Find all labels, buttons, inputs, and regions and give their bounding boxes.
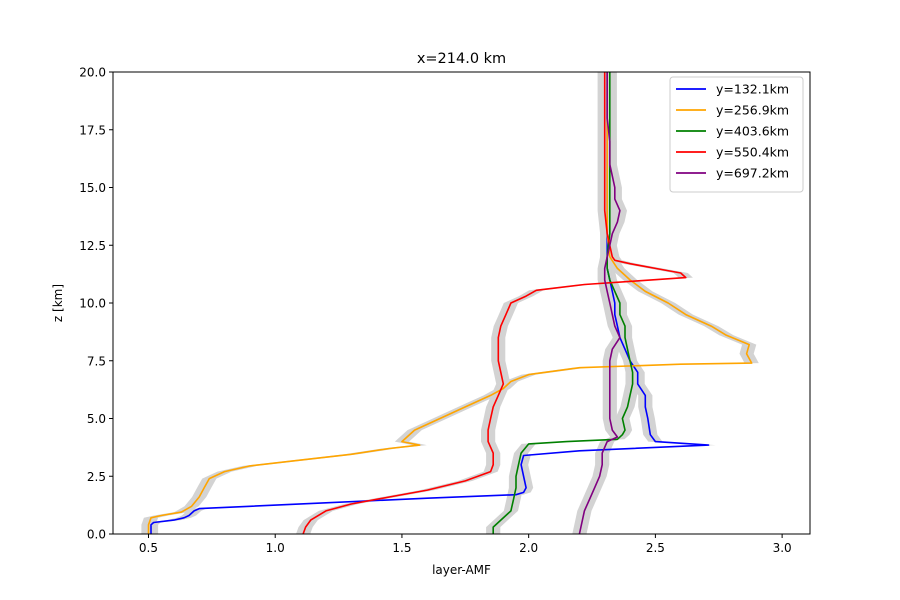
uncertainty-band-2 xyxy=(141,72,759,534)
uncertainty-band-5 xyxy=(572,72,627,534)
y-tick-label: 12.5 xyxy=(79,239,106,253)
y-tick-label: 15.0 xyxy=(79,181,106,195)
legend-label: y=256.9km xyxy=(716,103,789,118)
series-line-4 xyxy=(302,72,687,535)
series-lines xyxy=(147,72,753,535)
legend-box xyxy=(669,76,804,193)
y-axis-label: z [km] xyxy=(51,284,65,322)
legend-label: y=550.4km xyxy=(716,145,789,160)
y-tick-label: 0.0 xyxy=(87,528,106,542)
y-tick-label: 17.5 xyxy=(79,123,106,137)
y-axis-ticks: 0.0 2.5 5.0 7.5 10.0 12.5 15.0 17.5 20.0 xyxy=(79,66,113,542)
uncertainty-band-4 xyxy=(296,72,693,534)
x-tick-label: 3.0 xyxy=(773,541,792,555)
legend-label: y=403.6km xyxy=(716,124,789,139)
legend-label: y=132.1km xyxy=(716,82,789,97)
x-tick-label: 0.5 xyxy=(139,541,158,555)
uncertainty-band-1 xyxy=(143,72,716,534)
y-tick-label: 20.0 xyxy=(79,66,106,80)
series-line-3 xyxy=(492,72,634,534)
series-line-5 xyxy=(578,72,621,535)
x-tick-label: 2.5 xyxy=(646,541,665,555)
x-tick-label: 1.0 xyxy=(266,541,285,555)
legend-label: y=697.2km xyxy=(716,166,789,181)
uncertainty-bands xyxy=(141,72,759,534)
y-tick-label: 2.5 xyxy=(87,470,106,484)
legend: y=132.1km y=256.9km y=403.6km y=550.4km y=69… xyxy=(669,76,804,193)
x-tick-label: 2.0 xyxy=(519,541,538,555)
y-tick-label: 5.0 xyxy=(87,412,106,426)
y-tick-label: 10.0 xyxy=(79,297,106,311)
x-tick-label: 1.5 xyxy=(392,541,411,555)
x-axis-ticks: 0.5 1.0 1.5 2.0 2.5 3.0 xyxy=(139,534,792,555)
x-axis-label: layer-AMF xyxy=(432,563,491,577)
y-tick-label: 7.5 xyxy=(87,354,106,368)
chart-title: x=214.0 km xyxy=(417,51,506,67)
